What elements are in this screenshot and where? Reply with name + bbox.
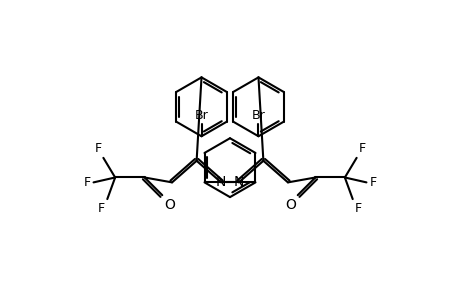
Text: F: F [369, 176, 376, 189]
Text: N: N [233, 176, 244, 189]
Text: F: F [94, 142, 101, 155]
Text: Br: Br [251, 109, 265, 122]
Text: F: F [354, 202, 361, 215]
Text: Br: Br [194, 109, 208, 122]
Text: F: F [358, 142, 365, 155]
Text: N: N [215, 176, 226, 189]
Text: F: F [98, 202, 105, 215]
Text: O: O [284, 198, 295, 212]
Text: F: F [83, 176, 90, 189]
Text: O: O [164, 198, 175, 212]
